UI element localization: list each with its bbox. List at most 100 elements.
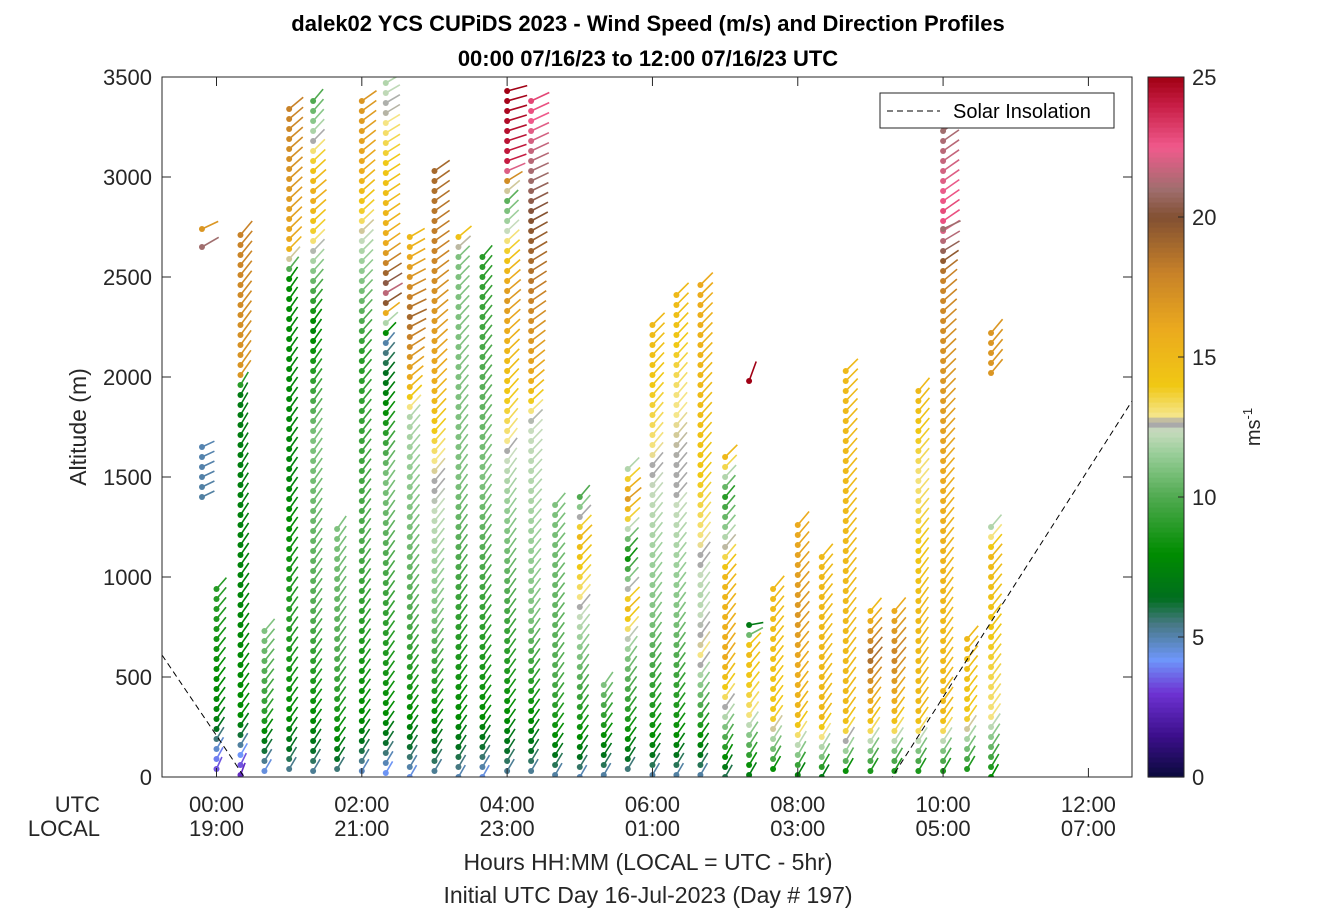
wind-barb-point — [286, 576, 293, 582]
wind-barb-point — [382, 580, 389, 586]
wind-barb-point — [673, 462, 680, 468]
wind-barb-shaft — [942, 198, 960, 212]
wind-barb-point — [528, 198, 535, 204]
wind-barb-point — [915, 768, 922, 774]
wind-barb-point — [237, 632, 244, 638]
wind-barb-point — [697, 692, 704, 698]
wind-barb-point — [286, 766, 293, 772]
wind-barb-shaft — [288, 96, 304, 110]
wind-barb-point — [988, 534, 995, 540]
wind-barb-point — [697, 442, 704, 448]
wind-barb-point — [358, 658, 365, 664]
wind-barb-point — [431, 268, 438, 274]
wind-barb-point — [286, 106, 293, 112]
wind-barb-point — [431, 418, 438, 424]
colorbar-tick-label: 0 — [1192, 765, 1204, 790]
wind-barb-point — [842, 588, 849, 594]
wind-barb-point — [624, 766, 631, 772]
wind-barb-point — [358, 398, 365, 404]
wind-barb-point — [334, 586, 341, 592]
colorbar-segment — [1148, 157, 1184, 163]
colorbar-label: ms-1 — [1240, 408, 1265, 446]
wind-barb-point — [382, 690, 389, 696]
wind-barb-shaft — [409, 298, 427, 308]
wind-barb-point — [237, 682, 244, 688]
colorbar-segment — [1148, 257, 1184, 263]
wind-barb-point — [504, 308, 511, 314]
wind-barb-shaft — [239, 339, 252, 356]
wind-barb-point — [770, 736, 777, 742]
wind-barb-point — [770, 586, 777, 592]
wind-barb-point — [237, 642, 244, 648]
x-tick-label-local: 19:00 — [189, 816, 244, 841]
wind-barb-point — [842, 488, 849, 494]
wind-barb-point — [528, 548, 535, 554]
wind-barb-point — [552, 772, 559, 777]
wind-barb-shaft — [893, 626, 907, 642]
wind-barb-point — [406, 414, 413, 420]
wind-barb-point — [431, 728, 438, 734]
wind-barb-point — [722, 654, 729, 660]
colorbar-segment — [1148, 522, 1184, 528]
wind-barb-point — [237, 332, 244, 338]
wind-barb-point — [286, 596, 293, 602]
wind-barb-point — [504, 188, 511, 194]
colorbar-segment — [1148, 562, 1184, 568]
wind-barb-point — [358, 358, 365, 364]
wind-barb-shaft — [239, 329, 252, 346]
wind-barb-point — [697, 722, 704, 728]
wind-barb-point — [479, 734, 486, 740]
wind-barb-point — [794, 722, 801, 728]
wind-barb-point — [237, 462, 244, 468]
colorbar-segment — [1148, 497, 1184, 503]
colorbar-segment — [1148, 602, 1184, 608]
wind-barb-point — [237, 472, 244, 478]
wind-barb-point — [915, 508, 922, 514]
utc-row-label: UTC — [55, 792, 100, 817]
wind-barb-point — [286, 406, 293, 412]
wind-barb-point — [842, 378, 849, 384]
wind-barb-point — [310, 748, 317, 754]
wind-barb-point — [649, 752, 656, 758]
wind-barb-point — [213, 656, 220, 662]
wind-barb-point — [431, 658, 438, 664]
wind-barb-point — [649, 612, 656, 618]
wind-barb-point — [673, 472, 680, 478]
wind-barb-point — [310, 348, 317, 354]
wind-barb-point — [406, 304, 413, 310]
wind-barb-point — [528, 268, 535, 274]
wind-barb-point — [504, 578, 511, 584]
wind-barb-point — [479, 424, 486, 430]
wind-barb-point — [455, 464, 462, 470]
wind-barb-point — [286, 676, 293, 682]
colorbar-segment — [1148, 642, 1184, 648]
colorbar-segment — [1148, 307, 1184, 313]
wind-barb-point — [213, 616, 220, 622]
wind-barb-point — [504, 618, 511, 624]
wind-barb-point — [842, 728, 849, 734]
wind-barb-point — [358, 388, 365, 394]
wind-barb-point — [867, 718, 874, 724]
wind-barb-point — [334, 726, 341, 732]
wind-barb-shaft — [434, 239, 450, 252]
wind-barb-point — [406, 504, 413, 510]
wind-barb-point — [213, 636, 220, 642]
wind-barb-point — [310, 208, 317, 214]
wind-barb-point — [382, 390, 389, 396]
wind-barb-point — [431, 258, 438, 264]
wind-barb-point — [213, 716, 220, 722]
wind-barb-point — [624, 576, 631, 582]
wind-barb-point — [746, 632, 753, 638]
wind-barb-point — [382, 80, 389, 86]
wind-barb-point — [358, 728, 365, 734]
wind-barb-point — [286, 426, 293, 432]
wind-barb-point — [358, 598, 365, 604]
wind-barb-point — [818, 594, 825, 600]
wind-barb-point — [528, 708, 535, 714]
wind-barb-point — [746, 652, 753, 658]
wind-barb-point — [842, 708, 849, 714]
wind-barb-point — [382, 450, 389, 456]
wind-barb-point — [358, 708, 365, 714]
wind-barb-point — [431, 468, 438, 474]
wind-barb-point — [358, 738, 365, 744]
